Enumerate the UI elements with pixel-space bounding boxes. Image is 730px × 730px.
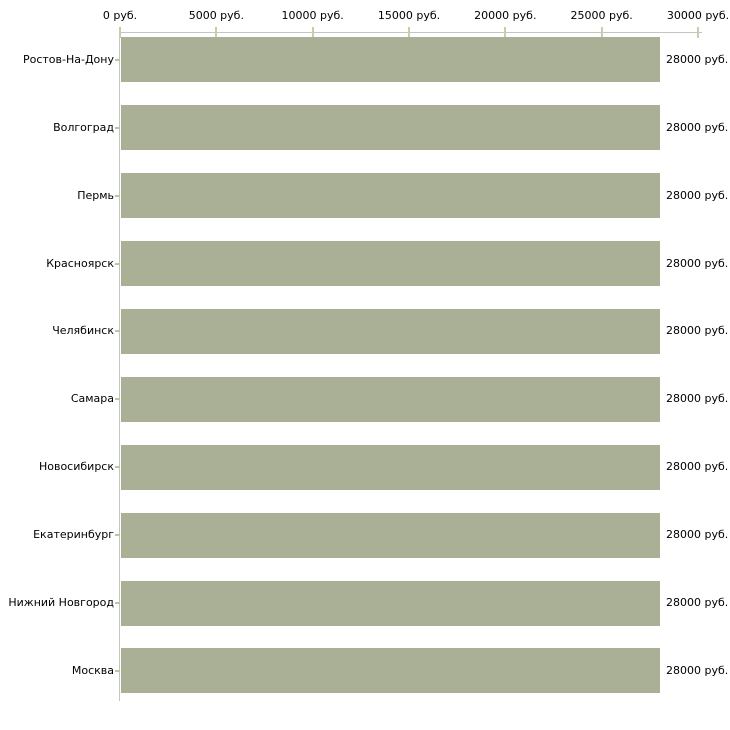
category-tick-mark [115, 466, 120, 469]
x-tick-mark [504, 27, 507, 38]
y-axis-line [119, 32, 120, 701]
bar-value-label: 28000 руб. [666, 324, 729, 338]
bar-value-label: 28000 руб. [666, 52, 729, 66]
category-label: Москва [71, 663, 114, 677]
x-tick-label: 5000 руб. [188, 9, 244, 22]
x-tick-mark [600, 27, 603, 38]
x-tick-mark [119, 27, 121, 38]
category-label: Ростов-На-Дону [22, 52, 114, 66]
category-tick-mark [115, 194, 120, 197]
category-label: Новосибирск [38, 460, 114, 474]
x-tick-mark [215, 27, 218, 38]
category-tick-mark [115, 398, 120, 401]
x-axis-line [119, 32, 702, 33]
bar [121, 512, 660, 558]
bar [121, 241, 660, 286]
category-tick-mark [115, 126, 120, 129]
bar [121, 105, 660, 151]
x-tick-mark [696, 27, 699, 38]
bar [121, 580, 660, 626]
category-tick-mark [115, 330, 120, 333]
bar-value-label: 28000 руб. [666, 663, 729, 677]
category-tick-mark [115, 534, 120, 537]
x-tick-mark [311, 27, 314, 38]
category-tick-mark [115, 262, 120, 265]
bar-value-label: 28000 руб. [666, 596, 729, 609]
bar [121, 648, 660, 694]
bar-value-label: 28000 руб. [666, 460, 729, 474]
bar-value-label: 28000 руб. [666, 528, 729, 542]
x-tick-label: 30000 руб. [666, 9, 730, 22]
category-label: Красноярск [46, 256, 114, 270]
category-label: Пермь [77, 188, 114, 202]
bar-value-label: 28000 руб. [666, 188, 729, 202]
category-label: Нижний Новгород [8, 596, 114, 609]
x-tick-label: 10000 руб. [281, 9, 344, 22]
bar-value-label: 28000 руб. [666, 256, 729, 270]
category-tick-mark [115, 602, 120, 604]
bar-value-label: 28000 руб. [666, 120, 729, 134]
x-tick-label: 0 руб. [102, 9, 138, 22]
x-tick-label: 25000 руб. [570, 9, 633, 22]
bar-value-label: 28000 руб. [666, 392, 729, 406]
x-tick-label: 15000 руб. [377, 9, 441, 22]
category-tick-mark [115, 669, 120, 672]
bar [121, 308, 660, 354]
bar [121, 444, 660, 490]
category-label: Волгоград [53, 120, 114, 134]
bar [121, 173, 660, 219]
category-label: Самара [70, 392, 114, 406]
x-tick-label: 20000 руб. [474, 9, 537, 22]
bar [121, 376, 660, 422]
bar [121, 37, 660, 83]
x-tick-mark [407, 27, 410, 38]
category-tick-mark [115, 58, 120, 61]
category-label: Челябинск [52, 324, 114, 338]
category-label: Екатеринбург [33, 528, 114, 542]
